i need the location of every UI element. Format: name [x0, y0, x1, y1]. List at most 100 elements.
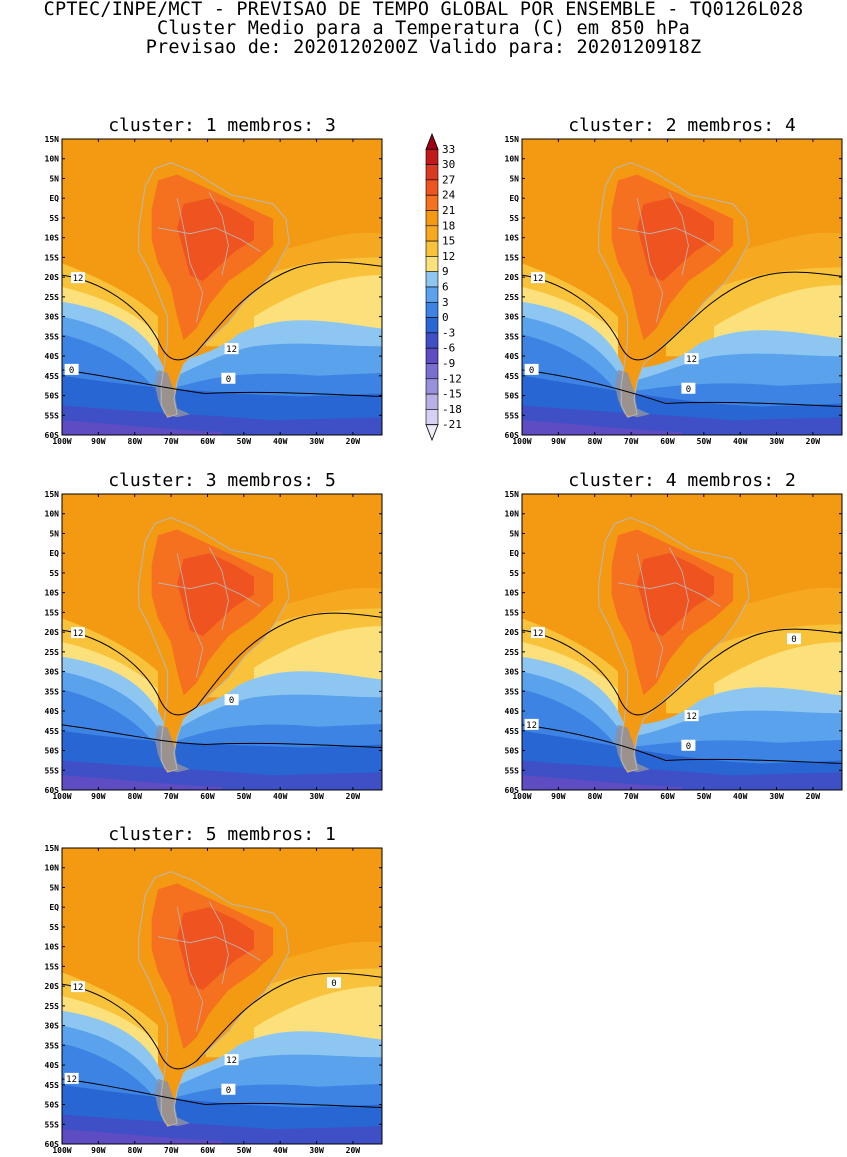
- colorbar-box: [425, 409, 439, 425]
- colorbar-box: [425, 225, 439, 242]
- colorbar-box: [425, 179, 439, 196]
- lat-label: 50S: [45, 392, 60, 401]
- continent-hot: [177, 198, 254, 282]
- continent-hot: [177, 553, 254, 637]
- coastline: [138, 517, 290, 773]
- lon-label: 30W: [309, 792, 324, 801]
- border-2: [176, 198, 204, 323]
- colorbar-box: [425, 347, 439, 364]
- lat-label: 25S: [45, 648, 60, 657]
- contour-label-bg: [327, 977, 341, 989]
- band-minus9: [62, 420, 222, 435]
- contour-label: 0: [529, 366, 534, 376]
- lon-label: 60W: [200, 1146, 215, 1155]
- contour-label-bg: [71, 981, 85, 993]
- border-2: [636, 198, 664, 323]
- contour-label-bg: [531, 272, 545, 284]
- lon-label: 80W: [128, 792, 143, 801]
- lat-label: EQ: [49, 549, 59, 558]
- lat-label: 35S: [45, 687, 60, 696]
- lat-label: 10S: [505, 234, 520, 243]
- contour-label-bg: [71, 272, 85, 284]
- panel-title: cluster: 3 membros: 5: [108, 470, 336, 491]
- contour-label: 0: [69, 366, 74, 376]
- lat-label: 35S: [45, 1041, 60, 1050]
- colorbar-label: 9: [442, 265, 449, 278]
- lat-label: 5S: [49, 569, 59, 578]
- lat-label: 5N: [49, 174, 59, 183]
- contour-label: 0: [791, 635, 796, 645]
- contour-label: 12: [533, 629, 544, 639]
- colorbar-label: -12: [442, 372, 462, 385]
- lon-label: 40W: [273, 1146, 288, 1155]
- lon-label: 40W: [733, 792, 748, 801]
- lat-label: 20S: [505, 628, 520, 637]
- lon-label: 30W: [769, 437, 784, 446]
- lat-label: 60S: [45, 786, 60, 795]
- coastline: [138, 871, 290, 1127]
- contour-label-bg: [524, 718, 539, 730]
- colorbar-label: 12: [442, 250, 455, 263]
- lon-label: 20W: [806, 792, 821, 801]
- contour-label-bg: [64, 1072, 79, 1084]
- lat-label: 30S: [505, 668, 520, 677]
- border-1: [157, 582, 261, 607]
- colorbar-top-arrow: [425, 132, 439, 150]
- colorbar-box: [425, 164, 439, 181]
- lon-label: 40W: [273, 792, 288, 801]
- lat-label: 25S: [45, 1002, 60, 1011]
- lat-label: 40S: [45, 1061, 60, 1070]
- panel-title: cluster: 1 membros: 3: [108, 115, 336, 136]
- colorbar-label: 21: [442, 204, 455, 217]
- patagonia: [154, 724, 190, 773]
- lon-label: 90W: [91, 437, 106, 446]
- lon-label: 50W: [697, 437, 712, 446]
- contour-label-bg: [221, 372, 236, 384]
- contour-label: 0: [226, 375, 231, 385]
- map-frame: [521, 138, 843, 436]
- lat-label: 30S: [45, 313, 60, 322]
- contour-0: [522, 369, 842, 408]
- colorbar-box: [425, 240, 439, 257]
- contour-label: 12: [73, 629, 84, 639]
- contour-label: 0: [229, 696, 234, 706]
- lat-label: 55S: [505, 766, 520, 775]
- colorbar-box: [425, 363, 439, 380]
- colorbar-label: 3: [442, 296, 449, 309]
- contour-label: 12: [686, 355, 697, 365]
- map-frame: [61, 138, 383, 436]
- lat-label: 20S: [45, 628, 60, 637]
- colorbar-label: -15: [442, 388, 462, 401]
- lon-label: 70W: [164, 437, 179, 446]
- temperature-field: 12 12 0 0: [62, 139, 382, 435]
- lon-label: 100W: [512, 792, 531, 801]
- contour-0: [522, 724, 842, 765]
- contour-label: 12: [226, 345, 237, 355]
- lat-label: 15N: [505, 135, 520, 144]
- lon-label: 70W: [624, 437, 639, 446]
- contour-label-bg: [64, 363, 79, 375]
- contour-label: 12: [533, 274, 544, 284]
- border-1: [617, 227, 721, 252]
- lon-label: 50W: [237, 437, 252, 446]
- lat-label: 15S: [45, 962, 60, 971]
- lat-label: 15N: [45, 490, 60, 499]
- lat-label: 40S: [45, 352, 60, 361]
- lon-label: 90W: [551, 792, 566, 801]
- lat-label: 10S: [505, 589, 520, 598]
- lat-label: 55S: [45, 411, 60, 420]
- map-panel-4: 12 12 12 0 0 cluster: 4 membros: 2 15N 10N 5N EQ 5…: [505, 470, 843, 801]
- border-3: [208, 901, 229, 985]
- contour-label-bg: [684, 353, 699, 365]
- lon-label: 30W: [769, 792, 784, 801]
- lat-label: 45S: [505, 372, 520, 381]
- colorbar-label: -6: [442, 342, 455, 355]
- lon-label: 70W: [624, 792, 639, 801]
- lat-label: 20S: [45, 273, 60, 282]
- lon-label: 80W: [128, 437, 143, 446]
- contour-label-bg: [531, 627, 545, 639]
- contour-label-bg: [224, 694, 239, 706]
- lat-label: 50S: [45, 747, 60, 756]
